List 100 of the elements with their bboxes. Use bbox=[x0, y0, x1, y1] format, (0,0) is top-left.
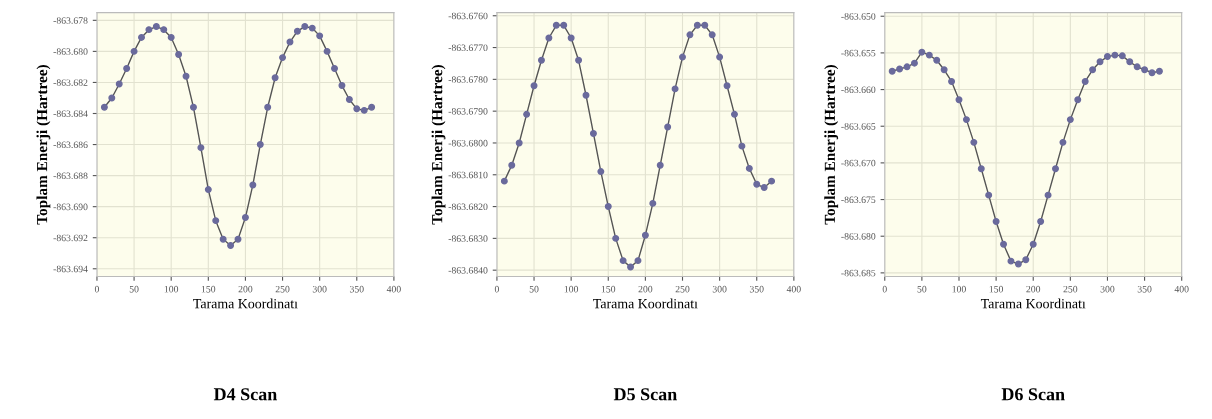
point bbox=[323, 47, 331, 55]
point bbox=[701, 21, 709, 29]
x-tick-label: 400 bbox=[386, 285, 401, 293]
y-tick-label: -863.690 bbox=[53, 203, 88, 211]
x-tick-label: 350 bbox=[749, 285, 764, 293]
x-tick-label: 400 bbox=[1174, 285, 1189, 293]
x-tick-label: 100 bbox=[564, 285, 579, 293]
point bbox=[903, 63, 911, 71]
point bbox=[1022, 256, 1030, 264]
y-tick-label: -863.665 bbox=[841, 123, 876, 130]
point bbox=[693, 21, 701, 29]
point bbox=[1000, 240, 1008, 248]
point bbox=[293, 27, 301, 35]
point bbox=[204, 186, 212, 194]
x-tick-label: 150 bbox=[989, 285, 1004, 293]
point bbox=[1141, 66, 1149, 74]
point bbox=[1007, 257, 1015, 265]
point bbox=[1066, 116, 1074, 124]
point bbox=[152, 23, 160, 31]
point bbox=[1044, 191, 1052, 199]
point bbox=[619, 257, 627, 265]
point bbox=[123, 64, 131, 72]
y-tick-label: -863.680 bbox=[841, 233, 876, 240]
y-tick-label: -863.688 bbox=[53, 172, 88, 180]
point bbox=[738, 142, 746, 150]
point bbox=[212, 217, 220, 225]
point bbox=[582, 91, 590, 99]
point bbox=[589, 129, 597, 137]
x-tick-label: 300 bbox=[1100, 285, 1115, 293]
point bbox=[271, 74, 279, 82]
point bbox=[234, 235, 242, 243]
point bbox=[730, 110, 738, 118]
point bbox=[197, 144, 205, 152]
point bbox=[745, 164, 753, 172]
point bbox=[567, 34, 575, 42]
point bbox=[279, 54, 287, 62]
y-tick-label: -863.655 bbox=[841, 49, 876, 57]
point bbox=[560, 21, 568, 29]
point bbox=[115, 80, 123, 88]
x-tick-label: 150 bbox=[601, 285, 616, 293]
point bbox=[1126, 58, 1134, 66]
point bbox=[286, 38, 294, 46]
x-tick-label: 200 bbox=[238, 285, 253, 293]
point bbox=[962, 116, 970, 124]
point bbox=[679, 53, 686, 61]
point bbox=[1111, 51, 1119, 59]
y-tick-label: -863.6840 bbox=[448, 267, 488, 274]
x-axis-title: Tarama Koordinatı bbox=[193, 298, 298, 309]
point bbox=[985, 191, 993, 199]
point bbox=[933, 56, 941, 64]
x-tick-label: 0 bbox=[94, 285, 100, 293]
point bbox=[515, 139, 523, 147]
y-tick-label: -863.682 bbox=[53, 79, 88, 86]
point bbox=[160, 26, 168, 34]
y-tick-label: -863.684 bbox=[53, 110, 88, 118]
point bbox=[338, 82, 346, 90]
point bbox=[100, 103, 108, 111]
point bbox=[940, 66, 948, 74]
point bbox=[649, 199, 657, 207]
point bbox=[708, 31, 716, 39]
point bbox=[1096, 58, 1104, 66]
x-axis-title: Tarama Koordinatı bbox=[980, 298, 1086, 309]
x-tick-label: 250 bbox=[1063, 285, 1078, 293]
x-tick-label: 300 bbox=[712, 285, 727, 293]
point bbox=[970, 138, 978, 146]
y-tick-label: -863.685 bbox=[841, 269, 876, 277]
y-tick-label: -863.6790 bbox=[448, 108, 488, 115]
point bbox=[360, 106, 368, 114]
point bbox=[301, 23, 309, 31]
point bbox=[1052, 165, 1059, 173]
x-axis-title: Tarama Koordinatı bbox=[593, 298, 698, 309]
point bbox=[656, 161, 664, 169]
point bbox=[918, 48, 926, 56]
y-tick-label: -863.650 bbox=[841, 13, 876, 20]
point bbox=[1037, 218, 1045, 226]
point bbox=[500, 177, 508, 185]
y-axis-title: Toplam Enerji (Hartree) bbox=[431, 65, 446, 225]
point bbox=[604, 203, 612, 211]
y-tick-label: -863.680 bbox=[53, 48, 88, 55]
point bbox=[1103, 53, 1111, 61]
point bbox=[1029, 240, 1037, 248]
point bbox=[597, 168, 605, 176]
x-tick-label: 100 bbox=[164, 285, 179, 293]
y-tick-label: -863.6780 bbox=[448, 76, 488, 83]
point bbox=[331, 64, 338, 72]
x-tick-label: 200 bbox=[638, 285, 653, 293]
point bbox=[316, 32, 324, 40]
point bbox=[768, 177, 776, 185]
y-axis-title: Toplam Enerji (Hartree) bbox=[36, 65, 51, 225]
point bbox=[264, 103, 272, 111]
x-tick-label: 0 bbox=[882, 285, 887, 293]
text: D6 Scan bbox=[1001, 388, 1065, 401]
x-tick-label: 350 bbox=[1137, 285, 1152, 293]
point bbox=[368, 103, 376, 111]
point bbox=[896, 65, 904, 73]
point bbox=[1118, 52, 1126, 60]
y-tick-label: -863.694 bbox=[53, 265, 88, 273]
point bbox=[723, 82, 731, 90]
point bbox=[227, 242, 235, 249]
point bbox=[716, 53, 724, 61]
